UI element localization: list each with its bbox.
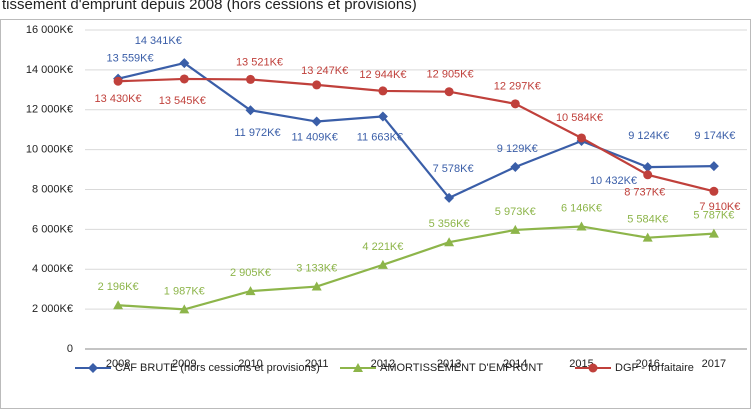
y-tick-label: 8 000K€ [32,183,73,195]
series-line [118,77,715,193]
data-label: 2 905K€ [230,267,271,279]
data-label: 9 129K€ [497,143,538,155]
x-tick-label: 2011 [305,358,329,370]
data-point [179,58,190,69]
data-point [311,281,322,291]
data-label: 13 559K€ [107,53,154,65]
x-tick-label: 2012 [371,358,395,370]
x-tick-label: 2016 [635,358,659,370]
data-label: 12 905K€ [427,69,474,81]
data-label: 5 356K€ [429,218,470,230]
legend-label: CAF BRUTE (hors cessions et provisions) [115,362,320,374]
data-label: 4 221K€ [362,241,403,253]
series-line [118,225,714,311]
x-tick-label: 2014 [503,358,527,370]
data-point [642,232,653,242]
data-point [510,161,521,172]
y-tick-label: 2 000K€ [32,303,73,315]
data-label: 1 987K€ [164,285,205,297]
x-tick-label: 2017 [702,358,726,370]
data-point [577,133,586,143]
data-label: 5 973K€ [495,206,536,218]
legend-marker [588,363,598,373]
y-tick-label: 12 000K€ [26,104,73,116]
data-label: 11 972K€ [234,127,280,139]
data-label: 7 910K€ [699,201,740,213]
x-tick-label: 2013 [437,358,461,370]
data-label: 3 133K€ [296,262,337,274]
data-point [245,105,256,116]
data-label: 10 584K€ [556,112,603,124]
data-point [576,221,587,231]
data-point [378,86,388,96]
data-point [510,224,521,234]
x-tick-label: 2010 [238,358,262,370]
data-point [377,111,388,122]
data-label: 6 146K€ [561,202,602,214]
data-label: 5 787K€ [693,210,734,222]
data-point [113,76,123,86]
y-tick-label: 6 000K€ [32,223,73,235]
data-label: 7 578K€ [433,163,474,175]
data-point [444,192,455,203]
y-tick-label: 0 [67,343,73,355]
y-tick-label: 10 000K€ [26,144,73,156]
data-label: 9 174K€ [694,130,735,142]
y-tick-label: 14 000K€ [26,64,73,76]
data-point [311,116,322,127]
data-label: 13 247K€ [301,65,348,77]
data-label: 10 432K€ [590,175,637,187]
data-label: 8 737K€ [624,187,665,199]
data-label: 14 341K€ [135,35,182,47]
data-point [179,304,190,314]
data-label: 12 944K€ [359,69,406,81]
data-point [643,170,653,180]
series-line [117,61,714,200]
data-point [179,74,189,84]
x-tick-label: 2008 [106,358,130,370]
data-label: 11 663K€ [357,131,403,143]
chart-title: tissement d'emprunt depuis 2008 (hors ce… [2,0,417,13]
legend-label: AMORTISSEMENT D'EMPRUNT [380,362,543,374]
data-point [642,162,653,173]
data-point [377,259,388,269]
data-point [709,186,719,196]
data-label: 2 196K€ [98,281,139,293]
data-label: 11 409K€ [292,131,338,143]
data-label: 9 124K€ [628,130,669,142]
chart-frame [0,19,751,409]
data-point [245,286,256,296]
x-tick-label: 2015 [569,358,593,370]
data-point [444,87,454,97]
legend-marker [88,363,98,373]
data-point [708,228,719,238]
data-point [246,74,255,84]
data-label: 13 430K€ [95,93,142,105]
data-label: 13 545K€ [159,95,206,107]
y-tick-label: 4 000K€ [32,263,73,275]
data-point [510,99,520,109]
data-label: 12 297K€ [494,81,541,93]
data-point [708,161,719,172]
data-point [444,237,455,247]
data-point [113,300,124,310]
data-label: 5 584K€ [627,214,668,226]
data-point [312,80,322,90]
x-tick-label: 2009 [172,358,196,370]
legend-marker [353,363,363,372]
legend-label: DGF - forfaitaire [615,362,694,374]
y-tick-label: 16 000K€ [26,24,73,36]
data-label: 13 521K€ [236,56,283,68]
